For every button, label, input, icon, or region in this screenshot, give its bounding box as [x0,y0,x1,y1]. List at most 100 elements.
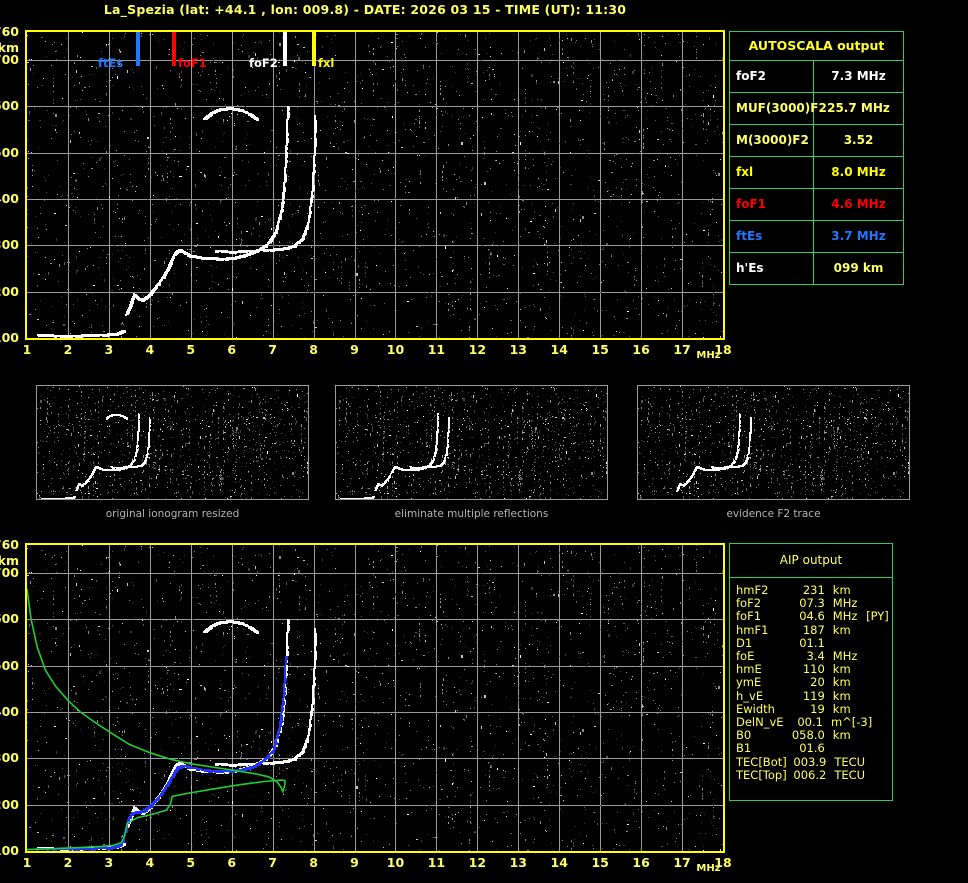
aip-row-TECTop: TEC[Top] 006.2 TECU [736,769,892,782]
autoscala-value: 3.52 [814,125,903,156]
aip-param-name: B1 [736,742,784,755]
aip-param-extra [866,742,892,755]
marker-label-foF1: foF1 [178,56,207,70]
aip-param-extra [866,650,892,663]
y-tick-100: 100 [0,845,19,858]
x-tick-5: 5 [177,344,205,357]
autoscala-row-hEs: h'Es 099 km [730,253,903,284]
top-plot-noise [27,32,723,338]
thumbnail-original-ionogram[interactable] [36,385,309,500]
marker-ftEs [136,32,140,66]
aip-param-unit: km [833,690,866,703]
x-axis-unit-mhz: MHz [696,350,720,361]
autoscala-value: 25.7 MHz [814,93,903,124]
autoscala-rows: foF2 7.3 MHz MUF(3000)F2 25.7 MHz M(3000)F2 3… [730,61,903,284]
autoscala-key: ftEs [730,221,814,252]
aip-param-unit: km [833,729,866,742]
aip-param-value: 04.6 [784,610,833,623]
aip-param-extra [866,729,892,742]
x-tick-11: 11 [422,344,450,357]
y-tick-760: 760 [0,539,19,552]
x-tick-7: 7 [259,857,287,870]
y-tick-700: 700 [0,567,19,580]
thumbnail-caption-3: evidence F2 trace [637,508,910,520]
aip-row-foF1: foF1 04.6 MHz [PY] [736,610,892,623]
x-tick-8: 8 [300,857,328,870]
autoscala-key: fxl [730,157,814,188]
autoscala-key: M(3000)F2 [730,125,814,156]
thumbnail-caption-1: original ionogram resized [36,508,309,520]
marker-fxl [312,32,316,66]
autoscala-key: foF1 [730,189,814,220]
autoscala-value: 3.7 MHz [814,221,903,252]
x-tick-3: 3 [95,344,123,357]
aip-param-name: h_vE [736,690,784,703]
x-tick-1: 1 [13,857,41,870]
x-tick-3: 3 [95,857,123,870]
x-tick-2: 2 [54,344,82,357]
y-tick-300: 300 [0,752,19,765]
marker-label-ftEs: ftEs [98,56,123,70]
x-tick-6: 6 [218,857,246,870]
electron-density-profile-curve [27,545,723,851]
marker-foF1 [172,32,176,66]
x-tick-15: 15 [586,857,614,870]
x-tick-5: 5 [177,857,205,870]
aip-param-value: 006.2 [787,769,835,782]
aip-param-extra [866,676,892,689]
aip-param-unit [833,742,866,755]
autoscala-value: 7.3 MHz [814,61,903,92]
autoscala-row-MUF3000F2: MUF(3000)F2 25.7 MHz [730,93,903,125]
aip-param-unit: TECU [834,769,866,782]
x-tick-12: 12 [463,857,491,870]
y-tick-500: 500 [0,147,19,160]
y-tick-760: 760 [0,26,19,39]
y-tick-100: 100 [0,332,19,345]
aip-row-TECBot: TEC[Bot] 003.9 TECU [736,756,892,769]
aip-param-extra [867,716,892,729]
aip-param-unit: km [833,624,866,637]
aip-param-name: ymE [736,676,784,689]
thumbnail-evidence-f2-trace[interactable] [637,385,910,500]
x-tick-9: 9 [341,344,369,357]
aip-param-value: 110 [784,663,833,676]
x-tick-17: 17 [668,344,696,357]
y-axis-unit-km: km [0,42,19,55]
x-tick-6: 6 [218,344,246,357]
autoscala-header: AUTOSCALA output [730,32,903,61]
marker-label-foF2: foF2 [249,56,278,70]
top-ionogram-plot[interactable]: ftEs foF1 foF2 fxl [25,30,725,340]
aip-row-B1: B1 01.6 [736,742,892,755]
aip-param-value: 003.9 [787,756,835,769]
autoscala-row-foF2: foF2 7.3 MHz [730,61,903,93]
autoscala-key: foF2 [730,61,814,92]
aip-param-value: 187 [784,624,833,637]
aip-param-extra [866,584,892,597]
aip-param-extra: [PY] [866,610,892,623]
x-tick-7: 7 [259,344,287,357]
aip-param-name: foF1 [736,610,784,623]
x-tick-16: 16 [627,344,655,357]
x-tick-10: 10 [381,857,409,870]
y-tick-400: 400 [0,193,19,206]
aip-param-extra [866,663,892,676]
x-tick-4: 4 [136,857,164,870]
autoscala-output-table: AUTOSCALA output foF2 7.3 MHz MUF(3000)F2 2… [729,31,904,285]
aip-param-name: hmF1 [736,624,784,637]
thumbnail-caption-2: eliminate multiple reflections [335,508,608,520]
y-tick-300: 300 [0,239,19,252]
aip-param-extra [866,690,892,703]
aip-param-name: TEC[Bot] [736,756,787,769]
y-tick-600: 600 [0,100,19,113]
x-tick-15: 15 [586,344,614,357]
thumbnail-eliminate-multiple-reflections[interactable] [335,385,608,500]
x-tick-13: 13 [504,857,532,870]
bottom-ionogram-plot[interactable] [25,543,725,853]
x-tick-1: 1 [13,344,41,357]
aip-param-extra [866,637,892,650]
y-axis-unit-km: km [0,555,19,568]
x-tick-10: 10 [381,344,409,357]
autoscala-key: MUF(3000)F2 [730,93,814,124]
aip-rows: hmF2 231 km foF2 07.3 MHz foF1 04.6 MHz [PY] hmF1 1… [730,578,892,782]
x-axis-unit-mhz: MHz [696,863,720,874]
